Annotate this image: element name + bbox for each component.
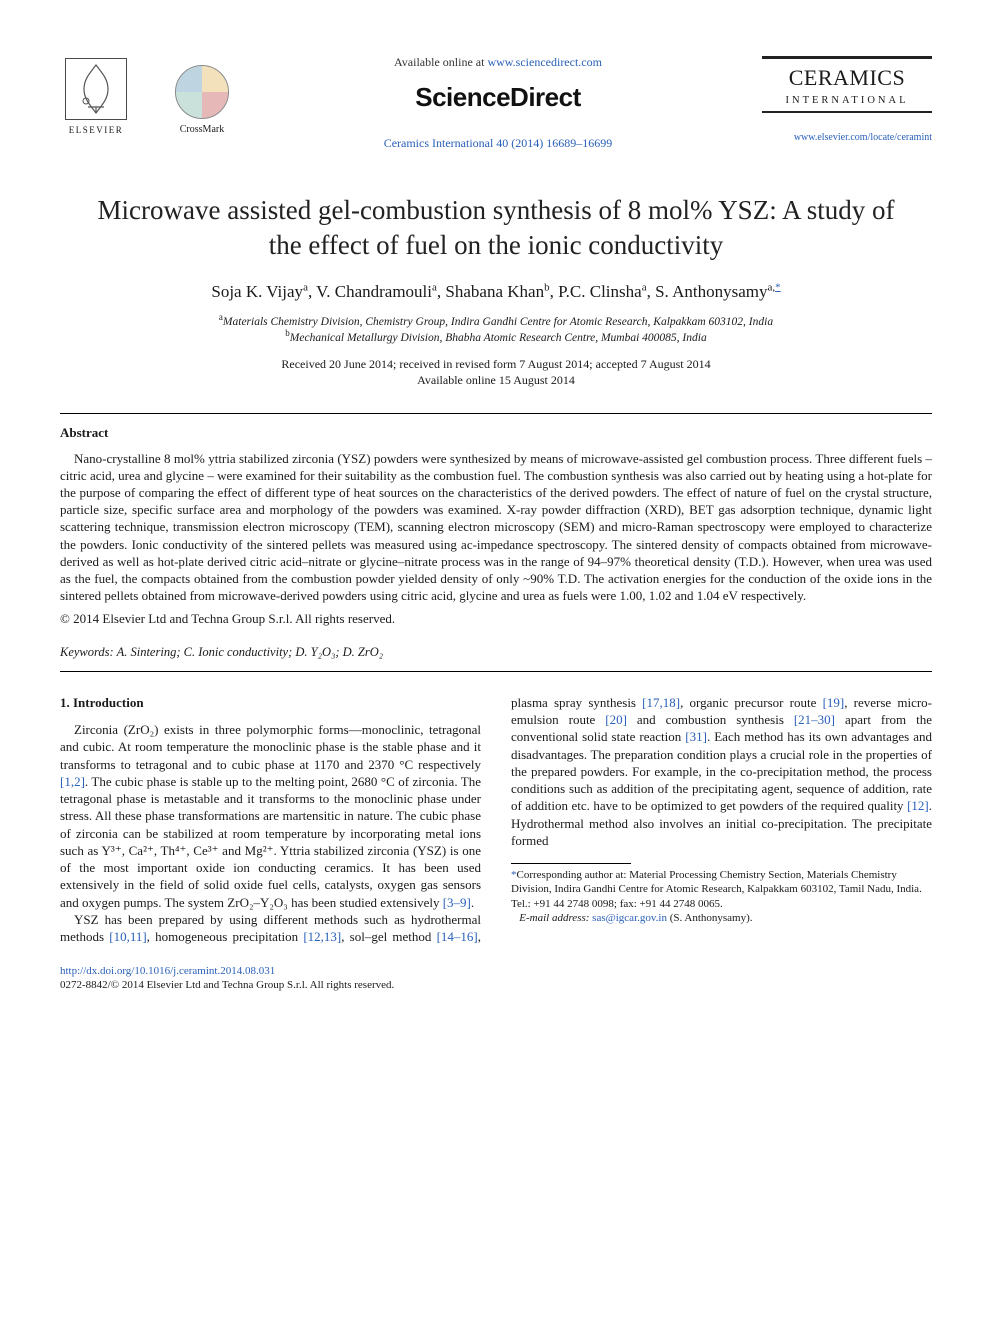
author-1: Soja K. Vijay xyxy=(211,282,303,301)
journal-homepage-link[interactable]: www.elsevier.com/locate/ceramint xyxy=(794,132,932,143)
crossmark-label: CrossMark xyxy=(180,123,224,137)
affil-b-text: Mechanical Metallurgy Division, Bhabha A… xyxy=(290,332,707,344)
p1a: Zirconia (ZrO₂) exists in three polymorp… xyxy=(60,722,481,772)
corresponding-author-link[interactable]: * xyxy=(775,281,781,293)
elsevier-logo[interactable]: ELSEVIER xyxy=(60,50,132,136)
keywords-label: Keywords: xyxy=(60,645,114,659)
journal-brand-block: CERAMICS INTERNATIONAL www.elsevier.com/… xyxy=(762,50,932,144)
abstract-body: Nano-crystalline 8 mol% yttria stabilize… xyxy=(60,450,932,604)
p2g: and combustion synthesis xyxy=(627,712,794,727)
affil-a-text: Materials Chemistry Division, Chemistry … xyxy=(223,316,773,328)
abstract-heading: Abstract xyxy=(60,424,932,442)
dates-line2: Available online 15 August 2014 xyxy=(60,372,932,389)
p1d: . xyxy=(471,895,474,910)
email-suffix: (S. Anthonysamy). xyxy=(667,912,753,924)
article-body: 1. Introduction Zirconia (ZrO₂) exists i… xyxy=(60,694,932,946)
author-list: Soja K. Vijaya, V. Chandramoulia, Shaban… xyxy=(60,281,932,304)
available-online-line: Available online at www.sciencedirect.co… xyxy=(234,54,762,70)
ref-10-11[interactable]: [10,11] xyxy=(109,929,146,944)
corresponding-author-footnote: *Corresponding author at: Material Proce… xyxy=(511,868,932,925)
article-dates: Received 20 June 2014; received in revis… xyxy=(60,356,932,390)
keywords-line: Keywords: A. Sintering; C. Ionic conduct… xyxy=(60,644,932,661)
abstract-bottom-rule xyxy=(60,671,932,672)
p2c: , sol–gel method xyxy=(341,929,436,944)
author-3-affil: b xyxy=(544,281,550,293)
ceramics-line2: INTERNATIONAL xyxy=(762,94,932,108)
ref-31[interactable]: [31] xyxy=(685,729,707,744)
ref-19[interactable]: [19] xyxy=(823,695,845,710)
affiliation-b: bMechanical Metallurgy Division, Bhabha … xyxy=(60,330,932,346)
author-2: V. Chandramouli xyxy=(316,282,432,301)
dates-line1: Received 20 June 2014; received in revis… xyxy=(60,356,932,373)
author-3: Shabana Khan xyxy=(445,282,544,301)
sciencedirect-wordmark: ScienceDirect xyxy=(234,80,762,115)
elsevier-label: ELSEVIER xyxy=(69,124,124,136)
doi-link[interactable]: http://dx.doi.org/10.1016/j.ceramint.201… xyxy=(60,965,275,977)
abstract-copyright: © 2014 Elsevier Ltd and Techna Group S.r… xyxy=(60,610,932,628)
author-2-affil: a xyxy=(432,281,437,293)
footnote-text: Corresponding author at: Material Proces… xyxy=(511,869,922,910)
ref-21-30[interactable]: [21–30] xyxy=(794,712,835,727)
affiliation-a: aMaterials Chemistry Division, Chemistry… xyxy=(60,314,932,330)
author-4-affil: a xyxy=(642,281,647,293)
ref-12-13[interactable]: [12,13] xyxy=(303,929,341,944)
journal-reference-line: Ceramics International 40 (2014) 16689–1… xyxy=(234,135,762,151)
p2e: , organic precursor route xyxy=(680,695,822,710)
elsevier-tree-icon xyxy=(65,58,127,120)
issn-copyright-line: 0272-8842/© 2014 Elsevier Ltd and Techna… xyxy=(60,978,932,993)
footnote-rule xyxy=(511,863,631,864)
ref-3-9[interactable]: [3–9] xyxy=(443,895,471,910)
p1c: the most important oxide ion conducting … xyxy=(60,860,481,910)
affiliation-list: aMaterials Chemistry Division, Chemistry… xyxy=(60,314,932,346)
author-4: P.C. Clinsha xyxy=(558,282,642,301)
ref-14-16[interactable]: [14–16] xyxy=(437,929,478,944)
ref-1-2[interactable]: [1,2] xyxy=(60,774,85,789)
corresponding-email-link[interactable]: sas@igcar.gov.in xyxy=(592,912,667,924)
ceramics-line1: CERAMICS xyxy=(762,63,932,93)
header-center: Available online at www.sciencedirect.co… xyxy=(234,50,762,151)
author-1-affil: a xyxy=(303,281,308,293)
email-label: E-mail address: xyxy=(519,912,592,924)
p2b: , homogeneous precipitation xyxy=(147,929,304,944)
author-5: S. Anthonysamy xyxy=(655,282,767,301)
keywords-text: A. Sintering; C. Ionic conductivity; D. … xyxy=(114,645,383,659)
crossmark-badge[interactable]: CrossMark xyxy=(170,56,234,136)
ceramics-logo: CERAMICS INTERNATIONAL xyxy=(762,56,932,113)
author-5-affil: a, xyxy=(767,281,775,293)
ref-17-18[interactable]: [17,18] xyxy=(642,695,680,710)
sciencedirect-url-link[interactable]: www.sciencedirect.com xyxy=(487,55,602,69)
crossmark-icon xyxy=(175,65,229,119)
abstract-top-rule xyxy=(60,413,932,414)
available-online-prefix: Available online at xyxy=(394,55,487,69)
footnote-email-line: E-mail address: sas@igcar.gov.in (S. Ant… xyxy=(511,911,932,925)
page-footer: http://dx.doi.org/10.1016/j.ceramint.201… xyxy=(60,964,932,994)
journal-reference-link[interactable]: Ceramics International 40 (2014) 16689–1… xyxy=(384,136,613,150)
section-1-heading: 1. Introduction xyxy=(60,694,481,711)
ref-12b[interactable]: [12] xyxy=(907,798,929,813)
intro-paragraph-1: Zirconia (ZrO₂) exists in three polymorp… xyxy=(60,721,481,911)
ref-20[interactable]: [20] xyxy=(605,712,627,727)
article-title: Microwave assisted gel-combustion synthe… xyxy=(80,193,912,262)
page-header: ELSEVIER CrossMark Available online at w… xyxy=(60,50,932,151)
journal-homepage-url: www.elsevier.com/locate/ceramint xyxy=(762,131,932,145)
publisher-logos: ELSEVIER CrossMark xyxy=(60,50,234,136)
